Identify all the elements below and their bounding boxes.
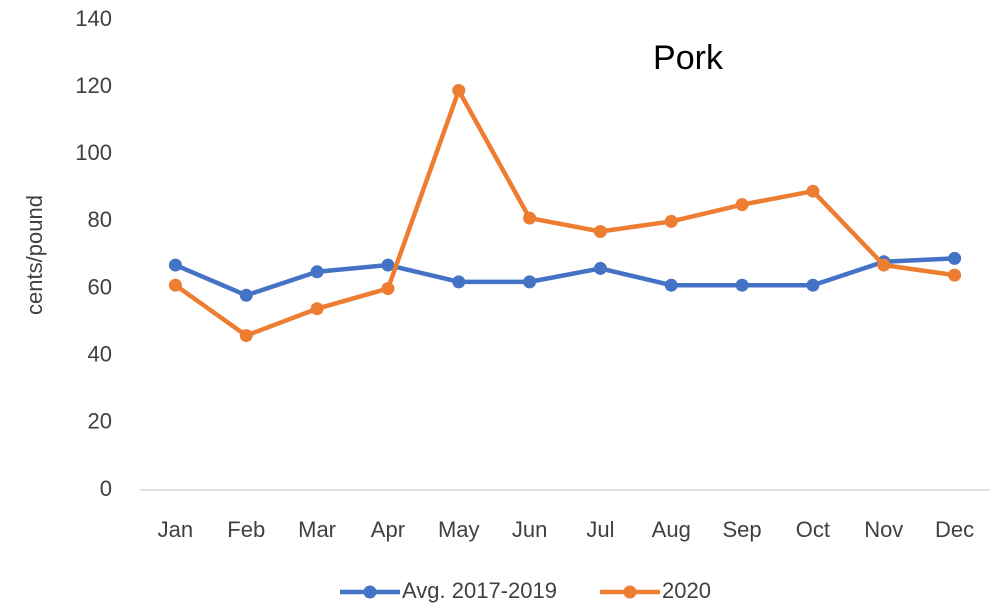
- x-tick-label: Dec: [935, 517, 974, 542]
- data-point: [310, 302, 324, 316]
- y-tick-label: 80: [88, 207, 112, 232]
- data-point: [168, 258, 182, 272]
- y-axis-label: cents/pound: [22, 195, 47, 315]
- y-tick-label: 120: [75, 73, 112, 98]
- x-tick-label: May: [438, 517, 480, 542]
- data-point: [593, 225, 607, 238]
- data-point: [664, 214, 678, 228]
- data-point: [664, 278, 678, 292]
- data-point: [806, 184, 820, 198]
- data-point: [452, 275, 466, 289]
- data-point: [381, 282, 395, 296]
- x-tick-label: Feb: [227, 517, 265, 542]
- y-tick-label: 40: [88, 342, 112, 367]
- series-line: [174, 88, 955, 338]
- chart-title: Pork: [653, 39, 724, 77]
- y-tick-label: 140: [75, 6, 112, 31]
- data-point: [168, 278, 182, 292]
- legend-label: Avg. 2017-2019: [402, 578, 557, 603]
- legend-marker: [363, 585, 377, 599]
- legend-marker: [623, 585, 637, 599]
- series-line: [174, 256, 955, 298]
- data-point: [239, 329, 253, 343]
- y-tick-label: 100: [75, 140, 112, 165]
- x-tick-label: Aug: [652, 517, 691, 542]
- x-tick-label: Apr: [371, 517, 405, 542]
- data-point: [381, 258, 395, 272]
- legend-label: 2020: [662, 578, 711, 603]
- data-point: [239, 288, 253, 302]
- data-point: [735, 278, 749, 292]
- y-tick-label: 20: [88, 409, 112, 434]
- data-point: [877, 258, 891, 272]
- x-tick-label: Jan: [158, 517, 193, 542]
- y-tick-label: 0: [100, 476, 112, 501]
- data-point: [806, 278, 820, 292]
- x-tick-label: Nov: [864, 517, 903, 542]
- x-tick-label: Jun: [512, 517, 547, 542]
- x-tick-label: Mar: [298, 517, 336, 542]
- data-point: [310, 265, 324, 279]
- data-point: [523, 211, 537, 225]
- x-tick-label: Sep: [723, 517, 762, 542]
- x-tick-label: Jul: [586, 517, 614, 542]
- data-point: [523, 275, 537, 289]
- data-point: [948, 268, 962, 282]
- data-point: [452, 84, 466, 97]
- x-tick-label: Oct: [796, 517, 830, 542]
- y-tick-label: 60: [88, 274, 112, 299]
- data-point: [948, 251, 962, 265]
- data-point: [593, 261, 607, 275]
- data-point: [735, 198, 749, 212]
